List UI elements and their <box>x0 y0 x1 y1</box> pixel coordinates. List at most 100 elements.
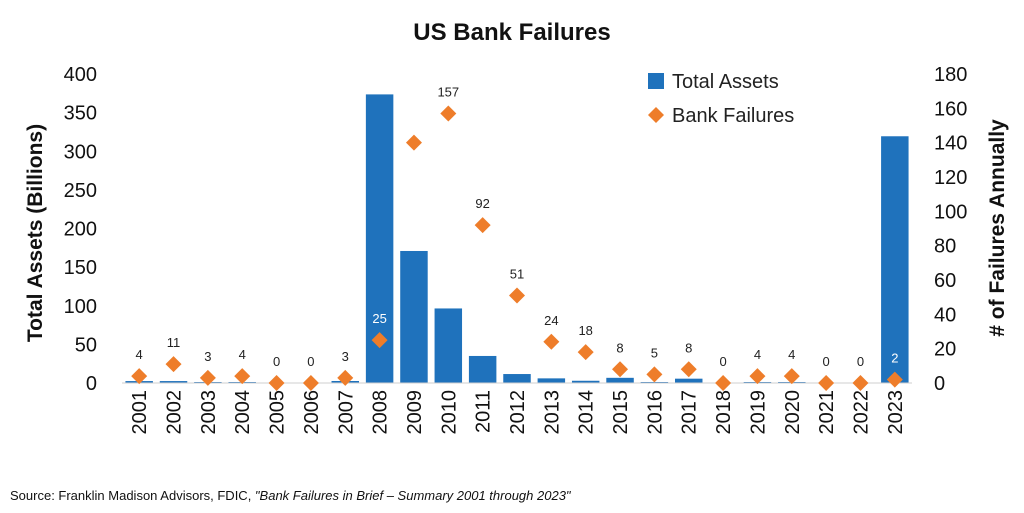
bar-total-assets <box>606 377 634 383</box>
y2-tick-label: 120 <box>934 167 967 189</box>
x-tick-label: 2010 <box>438 390 460 435</box>
marker-bank-failures <box>818 375 835 391</box>
y-tick-label: 250 <box>64 180 97 202</box>
x-tick-label: 2023 <box>885 390 907 435</box>
data-label-bank-failures: 4 <box>754 347 761 362</box>
y2-tick-label: 180 <box>934 64 967 86</box>
marker-bank-failures <box>577 344 594 361</box>
legend-swatch-total-assets <box>648 73 664 89</box>
data-label-bank-failures: 4 <box>788 347 795 362</box>
data-label-bank-failures: 157 <box>437 84 459 99</box>
source-text: Source: Franklin Madison Advisors, FDIC, <box>10 488 255 503</box>
bar-total-assets <box>675 378 703 383</box>
x-tick-label: 2015 <box>610 390 632 435</box>
data-label-bank-failures: 0 <box>857 354 864 369</box>
x-tick-label: 2012 <box>507 390 529 435</box>
marker-bank-failures <box>886 371 903 388</box>
data-label-bank-failures: 4 <box>239 347 246 362</box>
y-tick-label: 150 <box>64 257 97 279</box>
y-axis-ticks: 0 50 100 150 200 250 300 350 400 <box>64 64 97 395</box>
y2-tick-label: 60 <box>934 270 956 292</box>
marker-bank-failures <box>749 368 766 385</box>
marker-bank-failures <box>543 333 560 350</box>
marker-bank-failures <box>680 361 697 378</box>
x-tick-label: 2017 <box>679 390 701 435</box>
x-tick-label: 2005 <box>267 390 289 435</box>
marker-bank-failures <box>165 356 182 373</box>
y2-tick-label: 0 <box>934 373 945 395</box>
y2-axis-label: # of Failures Annually <box>986 119 1009 337</box>
y2-tick-label: 160 <box>934 98 967 120</box>
data-label-bank-failures: 3 <box>204 349 211 364</box>
bar-total-assets <box>571 380 600 383</box>
data-label-bank-failures: 18 <box>578 323 592 338</box>
bar-total-assets <box>503 374 531 383</box>
data-label-bank-failures: 5 <box>651 345 658 360</box>
x-tick-label: 2008 <box>370 390 392 435</box>
x-tick-label: 2014 <box>576 390 598 435</box>
bar-total-assets <box>434 308 463 383</box>
failure-data-labels: 4 11 3 4 0 0 3 25 140 157 92 51 24 18 8 5 8 0 4 4 0 0 2 <box>136 84 899 369</box>
x-tick-label: 2006 <box>301 390 323 435</box>
x-tick-label: 2004 <box>232 390 254 435</box>
legend-label-total-assets: Total Assets <box>672 71 779 93</box>
x-tick-label: 2011 <box>473 390 495 433</box>
data-label-bank-failures: 0 <box>823 354 830 369</box>
source-note: Source: Franklin Madison Advisors, FDIC,… <box>10 488 571 503</box>
marker-bank-failures <box>509 287 525 304</box>
y2-tick-label: 80 <box>934 236 956 258</box>
x-tick-label: 2009 <box>404 390 426 435</box>
marker-bank-failures <box>852 375 869 391</box>
chart-title: US Bank Failures <box>413 19 610 46</box>
data-label-bank-failures: 24 <box>544 313 558 328</box>
data-label-bank-failures: 11 <box>167 335 181 350</box>
y2-axis-ticks: 0 20 40 60 80 100 120 140 160 180 <box>934 64 967 395</box>
marker-bank-failures <box>783 368 800 385</box>
data-label-bank-failures: 2 <box>891 351 898 366</box>
marker-bank-failures <box>440 105 457 122</box>
legend-label-bank-failures: Bank Failures <box>672 105 794 127</box>
y-tick-label: 100 <box>64 296 97 318</box>
data-label-bank-failures: 92 <box>475 196 489 211</box>
y2-tick-label: 140 <box>934 133 967 155</box>
marker-bank-failures <box>646 366 663 383</box>
bar-total-assets <box>159 381 188 383</box>
x-tick-label: 2022 <box>850 390 872 435</box>
x-tick-label: 2020 <box>782 390 804 435</box>
y-tick-label: 0 <box>86 373 97 395</box>
x-tick-label: 2003 <box>198 390 220 435</box>
x-tick-label: 2013 <box>541 390 563 435</box>
data-label-bank-failures: 8 <box>616 340 623 355</box>
bar-total-assets <box>537 378 566 383</box>
y-tick-label: 350 <box>64 103 97 125</box>
marker-bank-failures <box>371 332 388 349</box>
data-label-bank-failures: 8 <box>685 340 692 355</box>
x-tick-label: 2002 <box>164 390 186 435</box>
y-tick-label: 200 <box>64 219 97 241</box>
y2-tick-label: 100 <box>934 201 967 223</box>
marker-bank-failures <box>131 368 148 385</box>
marker-bank-failures <box>234 368 251 385</box>
data-label-bank-failures: 4 <box>136 347 143 362</box>
marker-bank-failures <box>612 361 629 378</box>
marker-bank-failures <box>337 369 354 386</box>
x-tick-label: 2018 <box>713 390 735 435</box>
data-label-bank-failures: 0 <box>719 354 726 369</box>
x-tick-label: 2019 <box>747 390 769 435</box>
bar-total-assets <box>881 136 909 383</box>
failures-series <box>131 105 903 391</box>
data-label-bank-failures: 0 <box>307 354 314 369</box>
marker-bank-failures <box>474 217 491 234</box>
data-label-bank-failures: 140 <box>403 114 425 129</box>
marker-bank-failures <box>715 375 732 391</box>
data-label-bank-failures: 0 <box>273 354 280 369</box>
marker-bank-failures <box>199 369 216 386</box>
x-tick-label: 2016 <box>644 390 666 435</box>
x-tick-label: 2007 <box>335 390 357 435</box>
legend: Total Assets Bank Failures <box>648 71 794 127</box>
legend-swatch-bank-failures <box>648 107 664 123</box>
source-title: "Bank Failures in Brief – Summary 2001 t… <box>254 488 571 503</box>
x-tick-label: 2021 <box>816 390 838 435</box>
marker-bank-failures <box>302 375 319 391</box>
y-tick-label: 300 <box>64 141 97 163</box>
